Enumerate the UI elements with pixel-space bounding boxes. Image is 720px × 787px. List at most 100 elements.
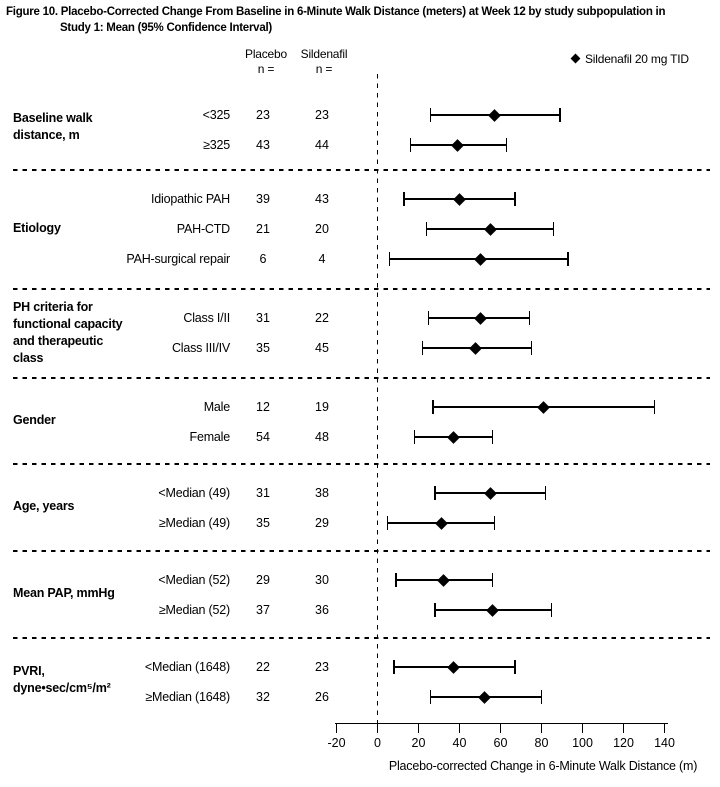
diamond-marker [446,430,460,444]
column-header-sildenafil-name: Sildenafil [300,47,348,61]
ci-cap-low [413,430,416,444]
x-axis-tick-label: 120 [613,736,634,750]
x-axis-tick [581,723,584,733]
x-axis-line [335,723,668,725]
diamond-marker [473,252,487,266]
zero-reference-line [376,74,379,723]
ci-cap-low [395,573,397,587]
ci-cap-high [540,690,543,704]
placebo-n-value: 54 [256,430,270,444]
x-axis-title: Placebo-corrected Change in 6-Minute Wal… [388,759,698,773]
x-axis-tick [376,723,379,733]
diamond-marker [451,138,464,152]
diamond-marker [434,516,448,530]
subgroup-label: ≥Median (1648) [145,690,230,704]
x-axis-tick-label: 140 [654,736,675,750]
legend: Sildenafil 20 mg TID [570,52,689,66]
column-header-sildenafil: Sildenafil n = [292,47,356,77]
sildenafil-n-value: 26 [315,690,329,704]
subgroup-label: <Median (49) [158,486,230,500]
sildenafil-n-value: 30 [315,573,329,587]
subgroup-label: Male [203,400,230,414]
ci-cap-high [493,516,496,530]
group-label: PVRI, dyne•sec/cm⁵/m² [13,664,111,695]
ci-cap-high [530,341,532,355]
subgroup-label: ≥Median (49) [158,516,230,530]
diamond-marker [453,192,466,206]
group-separator [13,377,710,379]
diamond-marker [477,690,491,704]
placebo-n-value: 21 [256,222,270,236]
sildenafil-n-value: 45 [315,341,329,355]
ci-cap-low [432,400,434,414]
ci-cap-low [387,516,389,530]
group-label: Mean PAP, mmHg [13,586,115,600]
placebo-n-value: 12 [256,400,270,414]
subgroup-label: Female [189,430,231,444]
x-axis-tick-label: 80 [534,736,549,750]
group-separator [13,637,710,639]
group-separator [13,463,710,465]
x-axis-tick [417,723,420,733]
ci-cap-high [544,486,547,500]
group-label: Etiology [13,221,61,235]
diamond-marker [469,341,483,355]
diamond-marker [485,603,499,617]
x-axis-tick [335,723,338,733]
ci-cap-high [567,252,569,266]
group-separator [13,169,710,171]
placebo-n-value: 6 [259,252,267,266]
sildenafil-n-value: 23 [315,108,329,122]
subgroup-label: Class III/IV [171,341,230,355]
diamond-marker [446,660,460,674]
figure-title-line2: Study 1: Mean (95% Confidence Interval) [60,22,272,34]
diamond-marker [473,311,487,325]
x-axis-tick [458,723,461,733]
placebo-n-value: 39 [256,192,270,206]
ci-cap-high [528,311,530,325]
sildenafil-n-value: 36 [315,603,329,617]
sildenafil-n-value: 20 [315,222,329,236]
ci-cap-high [514,660,516,674]
placebo-n-value: 43 [256,138,270,152]
x-axis-tick [540,723,543,733]
subgroup-label: ≥Median (52) [158,603,230,617]
placebo-n-value: 37 [256,603,270,617]
ci-cap-low [430,108,432,122]
group-label: Baseline walk distance, m [13,111,93,142]
diamond-marker [487,108,501,122]
group-separator [13,288,710,290]
ci-cap-high [514,192,516,206]
x-axis-tick-label: 100 [572,736,593,750]
subgroup-label: ≥325 [203,138,230,152]
subgroup-label: PAH-surgical repair [126,252,230,266]
legend-label: Sildenafil 20 mg TID [585,52,689,66]
placebo-n-value: 31 [256,311,270,325]
subgroup-label: <Median (1648) [144,660,230,674]
placebo-n-value: 23 [256,108,270,122]
group-separator [13,550,710,552]
group-label: PH criteria for functional capacity and … [13,300,123,365]
placebo-n-value: 35 [256,341,270,355]
ci-cap-low [428,311,430,325]
subgroup-label: Idiopathic PAH [151,192,230,206]
x-axis-tick-label: 60 [493,736,508,750]
ci-cap-high [559,108,561,122]
x-axis-tick [622,723,625,733]
ci-cap-high [553,222,555,236]
sildenafil-n-value: 19 [315,400,329,414]
column-header-placebo-name: Placebo [245,47,287,61]
diamond-marker [483,486,497,500]
x-axis-tick [499,723,502,733]
x-axis-tick-label: 20 [411,736,426,750]
sildenafil-n-value: 22 [315,311,329,325]
ci-cap-low [434,486,436,500]
ci-cap-low [421,341,424,355]
ci-cap-low [409,138,411,152]
ci-cap-low [430,690,432,704]
diamond-marker [436,573,450,587]
placebo-n-value: 29 [256,573,270,587]
diamond-marker [483,222,497,236]
placebo-n-value: 22 [256,660,270,674]
